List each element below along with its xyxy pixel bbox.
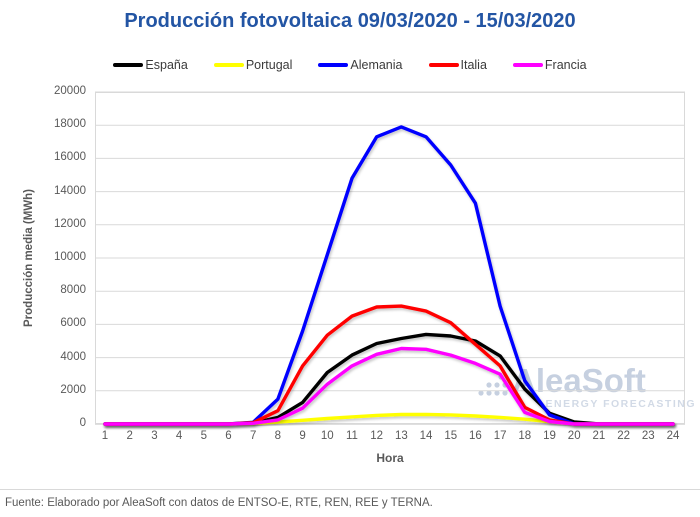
x-tick-label-7: 7 xyxy=(249,430,257,442)
x-tick-label-24: 24 xyxy=(666,430,680,442)
x-tick-label-17: 17 xyxy=(493,430,507,442)
y-tick-label-4000: 4000 xyxy=(60,350,86,363)
x-tick-label-4: 4 xyxy=(175,430,183,442)
series-line-francia xyxy=(103,346,675,426)
x-tick-label-11: 11 xyxy=(345,430,358,442)
plot-border xyxy=(95,92,685,424)
y-tick-label-8000: 8000 xyxy=(60,284,86,297)
legend: España Portugal Alemania Italia Francia xyxy=(0,56,700,74)
y-tick-label-14000: 14000 xyxy=(54,184,86,197)
legend-label-portugal: Portugal xyxy=(245,58,293,72)
x-tick-label-9: 9 xyxy=(299,430,306,442)
x-tick-label-6: 6 xyxy=(225,430,232,442)
legend-label-francia: Francia xyxy=(544,58,587,72)
series-line-alemania xyxy=(103,125,675,426)
x-tick-label-14: 14 xyxy=(419,430,433,442)
y-tick-label-0: 0 xyxy=(79,417,86,429)
gridlines xyxy=(95,91,685,425)
footer-source-text: Fuente: Elaborado por AleaSoft con datos… xyxy=(5,497,433,509)
footer-divider xyxy=(0,489,700,490)
legend-item-alemania: Alemania xyxy=(318,58,403,72)
legend-swatch-francia xyxy=(512,63,543,67)
x-tick-label-8: 8 xyxy=(274,430,282,442)
x-tick-label-19: 19 xyxy=(543,430,556,442)
legend-label-italia: Italia xyxy=(460,58,487,72)
x-tick-label-18: 18 xyxy=(518,430,532,442)
legend-swatch-italia xyxy=(428,63,459,67)
y-tick-label-2000: 2000 xyxy=(60,383,86,396)
series-line-espana xyxy=(103,332,675,426)
legend-swatch-espana xyxy=(113,63,144,67)
x-axis-title: Hora xyxy=(376,451,404,465)
y-tick-label-16000: 16000 xyxy=(54,151,86,164)
x-tick-label-16: 16 xyxy=(469,430,482,442)
legend-label-alemania: Alemania xyxy=(350,58,403,72)
y-tick-label-18000: 18000 xyxy=(54,118,86,131)
watermark-tagline: ENERGY FORECASTING xyxy=(545,398,696,410)
y-tick-label-10000: 10000 xyxy=(54,251,86,263)
x-tick-label-13: 13 xyxy=(394,430,408,442)
x-tick-label-15: 15 xyxy=(444,430,458,442)
y-tick-label-12000: 12000 xyxy=(54,217,86,230)
legend-item-portugal: Portugal xyxy=(213,58,293,72)
x-tick-label-2: 2 xyxy=(126,430,133,442)
series-line-italia xyxy=(103,304,675,426)
x-tick-label-1: 1 xyxy=(101,430,109,442)
watermark: AleaSoft ENERGY FORECASTING xyxy=(478,364,696,410)
x-tick-label-3: 3 xyxy=(151,430,158,442)
x-tick-label-10: 10 xyxy=(320,430,334,442)
legend-item-espana: España xyxy=(113,58,188,72)
legend-label-espana: España xyxy=(145,58,188,72)
x-tick-label-12: 12 xyxy=(370,430,384,442)
x-tick-label-22: 22 xyxy=(617,430,630,442)
plot-svg xyxy=(95,91,685,426)
legend-item-francia: Francia xyxy=(512,58,587,72)
chart-title: Producción fotovoltaica 09/03/2020 - 15/… xyxy=(124,10,576,32)
series-lines xyxy=(103,125,675,426)
x-tick-label-21: 21 xyxy=(592,430,606,442)
legend-item-italia: Italia xyxy=(428,58,487,72)
y-tick-label-6000: 6000 xyxy=(60,317,86,330)
x-tick-label-5: 5 xyxy=(200,430,207,442)
y-tick-label-20000: 20000 xyxy=(54,85,86,97)
legend-swatch-portugal xyxy=(213,63,244,67)
x-tick-label-20: 20 xyxy=(567,430,581,442)
x-tick-label-23: 23 xyxy=(641,430,655,442)
legend-swatch-alemania xyxy=(318,63,349,67)
